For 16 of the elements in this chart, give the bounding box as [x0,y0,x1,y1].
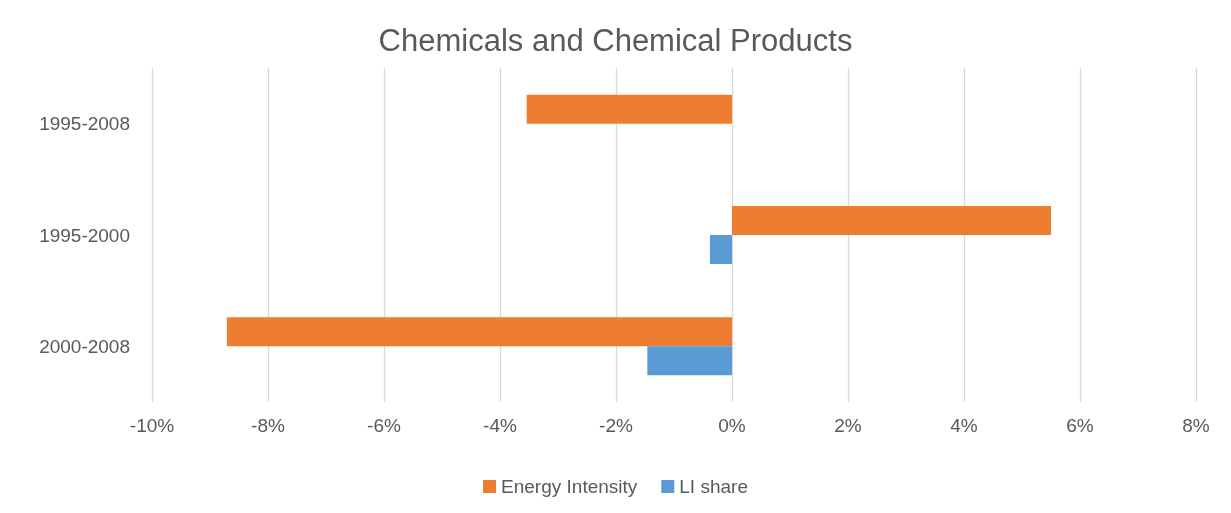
x-tick-label: 0% [718,415,746,436]
x-tick-label: -6% [367,415,401,436]
x-tick-label: -10% [129,415,175,436]
x-tick-label: 6% [1066,415,1094,436]
x-tick-label: -8% [251,415,285,436]
x-tick-label: -2% [599,415,633,436]
x-tick-label: -4% [483,415,517,436]
x-tick-label: 8% [1182,415,1210,436]
y-tick-label: 2000-2008 [39,335,130,357]
y-tick-label: 1995-2000 [39,224,130,246]
legend-label: Energy Intensity [501,476,638,497]
x-tick-label: 4% [950,415,978,436]
y-tick-label: 1995-2008 [39,113,130,135]
chart-title: Chemicals and Chemical Products [378,23,853,58]
legend-label: LI share [679,476,748,497]
x-tick-label: 2% [834,415,862,436]
